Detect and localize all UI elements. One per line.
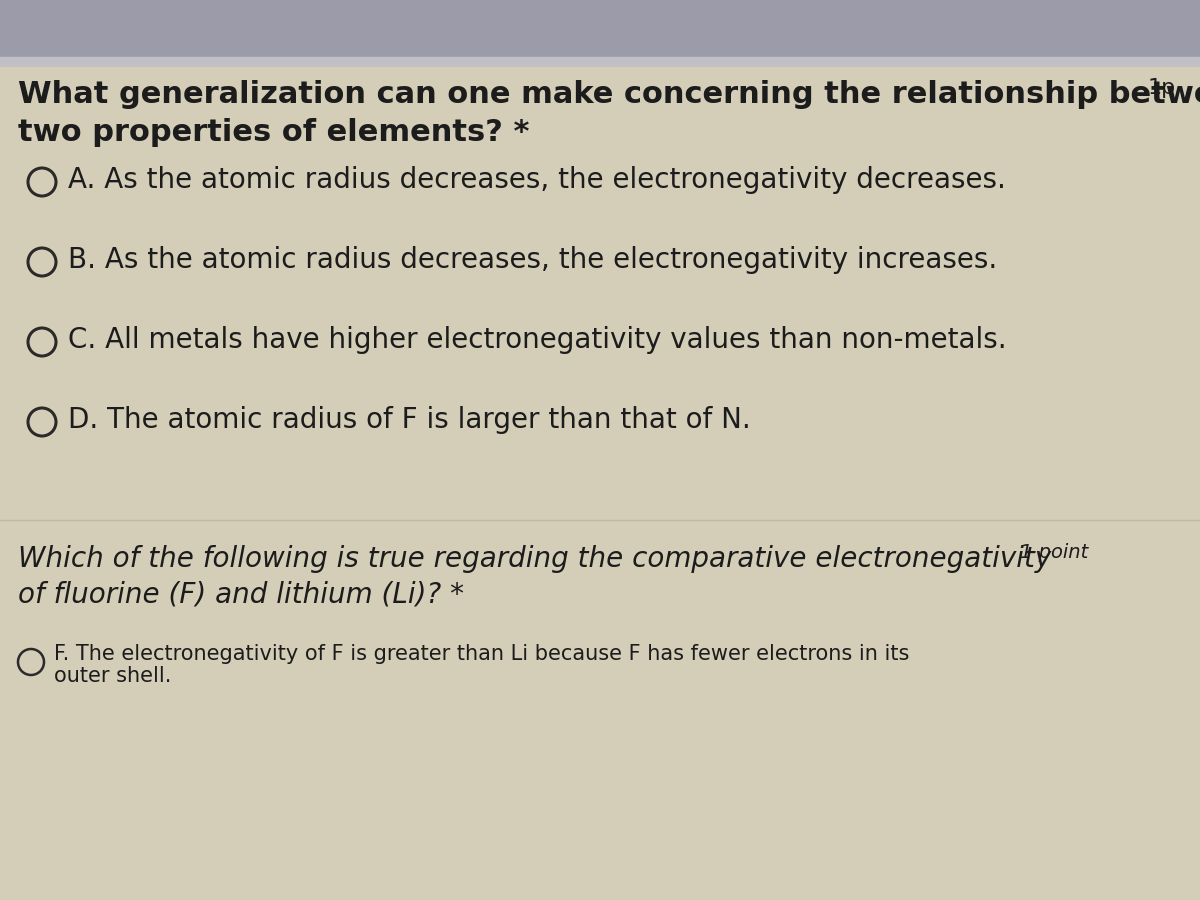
Text: of fluorine (F) and lithium (Li)? *: of fluorine (F) and lithium (Li)? * <box>18 581 464 609</box>
Text: two properties of elements? *: two properties of elements? * <box>18 118 529 147</box>
Text: What generalization can one make concerning the relationship between: What generalization can one make concern… <box>18 80 1200 109</box>
Text: Which of the following is true regarding the comparative electronegativity: Which of the following is true regarding… <box>18 545 1051 573</box>
Text: A. As the atomic radius decreases, the electronegativity decreases.: A. As the atomic radius decreases, the e… <box>68 166 1006 194</box>
Text: 1p: 1p <box>1148 78 1176 98</box>
Text: F. The electronegativity of F is greater than Li because F has fewer electrons i: F. The electronegativity of F is greater… <box>54 644 910 664</box>
Text: B. As the atomic radius decreases, the electronegativity increases.: B. As the atomic radius decreases, the e… <box>68 246 997 274</box>
Text: D. The atomic radius of F is larger than that of N.: D. The atomic radius of F is larger than… <box>68 406 751 434</box>
Text: 1 point: 1 point <box>1020 543 1088 562</box>
Text: outer shell.: outer shell. <box>54 666 172 686</box>
Text: C. All metals have higher electronegativity values than non-metals.: C. All metals have higher electronegativ… <box>68 326 1007 354</box>
